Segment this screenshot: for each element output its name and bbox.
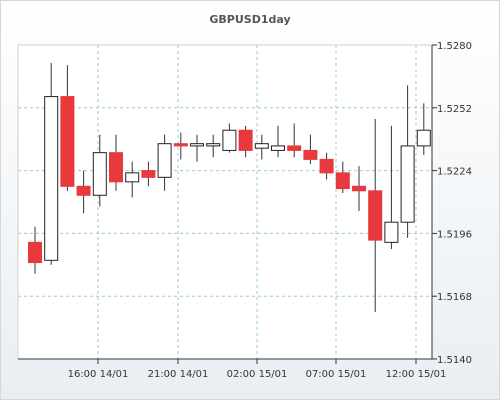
- candle: [384, 125, 399, 250]
- grid-lines: [17, 44, 433, 360]
- candle-body-up: [400, 145, 415, 223]
- candle: [287, 123, 302, 158]
- candle-body-down: [238, 129, 253, 151]
- candle: [60, 65, 75, 191]
- candles: [28, 62, 431, 312]
- candle-body-up: [44, 96, 59, 261]
- candle: [400, 85, 415, 238]
- candle-body-down: [60, 96, 75, 187]
- y-tick-label: 1.5168: [437, 292, 472, 303]
- candle-body-up: [222, 129, 237, 151]
- candle-body-down: [173, 143, 188, 147]
- candle-body-down: [303, 149, 318, 160]
- candle: [44, 62, 59, 265]
- candle-body-up: [190, 143, 204, 147]
- candle-body-up: [254, 143, 269, 149]
- candle-body-down: [335, 172, 350, 190]
- x-tick-label: 02:00 15/01: [227, 369, 288, 380]
- candle-body-down: [109, 152, 123, 183]
- candle: [319, 152, 334, 180]
- candle: [141, 161, 156, 187]
- candle-body-down: [141, 170, 156, 178]
- candle: [352, 166, 366, 211]
- candle: [76, 170, 91, 214]
- candle-body-up: [416, 129, 431, 147]
- candle: [335, 161, 350, 194]
- axes: 1.5280 1.5252 1.5224 1.5196 1.5168 1.5140 16:0…: [18, 41, 472, 380]
- candle: [125, 161, 140, 198]
- x-tick-label: 21:00 14/01: [148, 369, 209, 380]
- x-tick-label: 07:00 15/01: [306, 369, 367, 380]
- candle: [190, 134, 204, 162]
- candle: [206, 134, 221, 158]
- candle: [368, 119, 383, 312]
- y-tick-label: 1.5140: [437, 355, 472, 366]
- candle: [157, 134, 172, 191]
- candle-body-up: [384, 221, 399, 243]
- y-tick-label: 1.5252: [437, 104, 472, 115]
- candle: [173, 132, 188, 160]
- candle-body-down: [319, 158, 334, 174]
- x-tick-label: 16:00 14/01: [68, 369, 129, 380]
- candle: [271, 125, 285, 158]
- candle-body-up: [125, 172, 140, 183]
- y-tick-label: 1.5280: [437, 41, 472, 52]
- candle: [303, 134, 318, 164]
- candle-body-up: [157, 143, 172, 178]
- candle: [238, 125, 253, 158]
- candle: [92, 134, 107, 207]
- candle: [222, 123, 237, 153]
- candle-body-down: [352, 185, 366, 192]
- y-tick-label: 1.5224: [437, 167, 472, 178]
- y-tick-label: 1.5196: [437, 229, 472, 240]
- candle: [254, 134, 269, 160]
- candle-body-down: [368, 190, 383, 241]
- candle: [28, 226, 42, 274]
- candle-body-up: [271, 145, 285, 151]
- candle-body-down: [287, 145, 302, 151]
- chart-title: GBPUSD1day: [209, 13, 291, 26]
- x-tick-label: 12:00 15/01: [386, 369, 447, 380]
- candle-body-up: [92, 152, 107, 196]
- candle: [109, 134, 123, 191]
- candle-body-up: [206, 143, 221, 147]
- candle-body-down: [76, 185, 91, 196]
- candle: [416, 103, 431, 155]
- candle-body-down: [28, 241, 42, 264]
